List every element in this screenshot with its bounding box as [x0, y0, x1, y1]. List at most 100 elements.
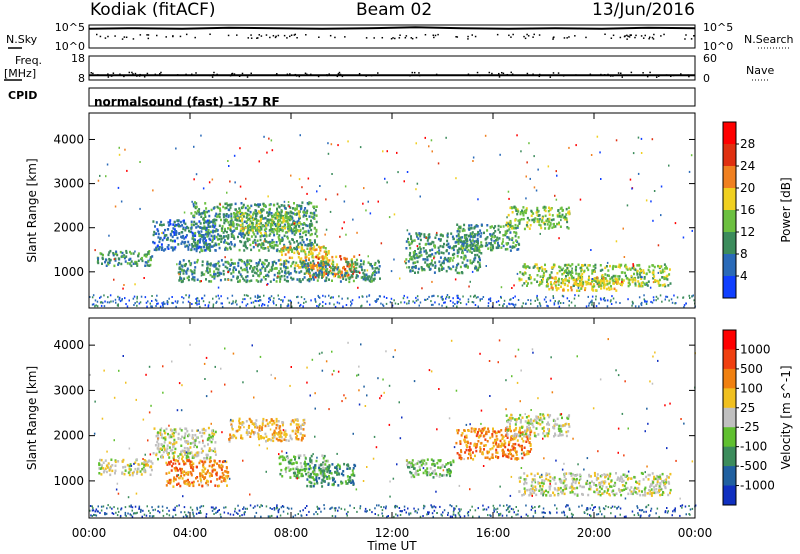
heatmap-cell — [130, 264, 133, 268]
heatmap-cell — [281, 423, 284, 427]
heatmap-cell — [191, 436, 194, 439]
clutter-cell — [475, 296, 478, 299]
heatmap-cell — [535, 211, 538, 214]
sparse-cell — [106, 163, 109, 166]
heatmap-cell — [175, 232, 177, 236]
heatmap-cell — [298, 225, 301, 228]
y-axis-label: Slant Range [km] — [25, 158, 39, 262]
heatmap-cell — [287, 460, 290, 464]
heatmap-cell — [157, 457, 159, 461]
heatmap-cell — [171, 443, 174, 446]
sparse-cell — [239, 147, 241, 150]
heatmap-cell — [180, 280, 183, 284]
heatmap-cell — [276, 230, 279, 233]
heatmap-cell — [434, 252, 437, 255]
heatmap-cell — [181, 477, 184, 480]
clutter-cell — [643, 294, 645, 297]
heatmap-cell — [264, 267, 267, 270]
heatmap-cell — [295, 423, 298, 426]
heatmap-cell — [195, 454, 198, 458]
clutter-cell — [538, 301, 541, 304]
heatmap-cell — [303, 230, 306, 234]
heatmap-cell — [258, 249, 261, 252]
heatmap-cell — [268, 234, 271, 237]
heatmap-cell — [209, 456, 212, 459]
heatmap-cell — [240, 258, 242, 262]
noise-dot — [630, 71, 633, 74]
heatmap-cell — [476, 247, 479, 250]
heatmap-cell — [581, 275, 584, 279]
heatmap-cell — [184, 235, 187, 239]
clutter-cell — [524, 302, 527, 305]
heatmap-cell — [167, 224, 170, 227]
heatmap-cell — [412, 261, 415, 265]
sparse-cell — [347, 140, 349, 143]
heatmap-cell — [232, 433, 235, 437]
clutter-cell — [609, 300, 612, 303]
noise-dot — [212, 74, 215, 76]
heatmap-cell — [102, 461, 105, 464]
heatmap-cell — [511, 236, 514, 240]
heatmap-cell — [419, 234, 422, 238]
heatmap-cell — [193, 455, 196, 458]
heatmap-cell — [278, 234, 281, 237]
heatmap-cell — [345, 272, 348, 275]
heatmap-cell — [319, 246, 322, 249]
heatmap-cell — [256, 426, 259, 429]
clutter-cell — [383, 295, 385, 298]
heatmap-cell — [210, 208, 213, 212]
heatmap-cell — [198, 245, 201, 249]
noise-dot — [646, 75, 649, 78]
heatmap-cell — [664, 284, 667, 288]
sparse-cell — [640, 152, 643, 154]
heatmap-cell — [478, 249, 481, 253]
heatmap-cell — [640, 281, 643, 285]
heatmap-cell — [304, 460, 306, 464]
heatmap-cell — [238, 425, 240, 428]
heatmap-cell — [187, 278, 190, 282]
heatmap-cell — [580, 269, 583, 273]
heatmap-cell — [258, 437, 260, 441]
noise-dot — [642, 37, 645, 39]
small-panel-left-tick: 10^0 — [55, 40, 85, 53]
heatmap-cell — [668, 268, 671, 271]
heatmap-cell — [471, 261, 473, 265]
heatmap-cell — [427, 242, 430, 245]
heatmap-cell — [226, 218, 229, 222]
heatmap-cell — [155, 221, 158, 224]
heatmap-cell — [178, 456, 180, 460]
heatmap-cell — [378, 261, 380, 264]
heatmap-cell — [137, 463, 140, 466]
heatmap-cell — [189, 462, 192, 466]
heatmap-cell — [105, 264, 108, 267]
sparse-cell — [219, 203, 221, 206]
heatmap-cell — [281, 455, 284, 458]
heatmap-cell — [374, 270, 376, 274]
heatmap-cell — [322, 256, 325, 259]
heatmap-cell — [348, 268, 351, 271]
heatmap-cell — [185, 441, 188, 444]
heatmap-cell — [264, 239, 267, 243]
heatmap-cell — [505, 221, 508, 225]
heatmap-cell — [310, 250, 313, 253]
heatmap-cell — [301, 265, 304, 269]
heatmap-cell — [292, 420, 295, 424]
heatmap-cell — [411, 265, 414, 269]
heatmap-cell — [114, 464, 117, 467]
heatmap-cell — [181, 455, 184, 459]
heatmap-cell — [582, 264, 584, 267]
heatmap-cell — [636, 269, 639, 273]
heatmap-cell — [549, 273, 552, 277]
heatmap-cell — [498, 237, 501, 240]
heatmap-cell — [545, 285, 548, 288]
heatmap-cell — [218, 215, 221, 219]
heatmap-cell — [513, 245, 516, 249]
heatmap-cell — [106, 466, 109, 469]
cpid-panel-frame — [88, 87, 696, 107]
heatmap-cell — [200, 472, 203, 475]
heatmap-cell — [257, 210, 260, 213]
heatmap-cell — [198, 483, 201, 487]
heatmap-cell — [511, 225, 514, 228]
heatmap-cell — [164, 438, 167, 441]
heatmap-cell — [220, 480, 223, 483]
